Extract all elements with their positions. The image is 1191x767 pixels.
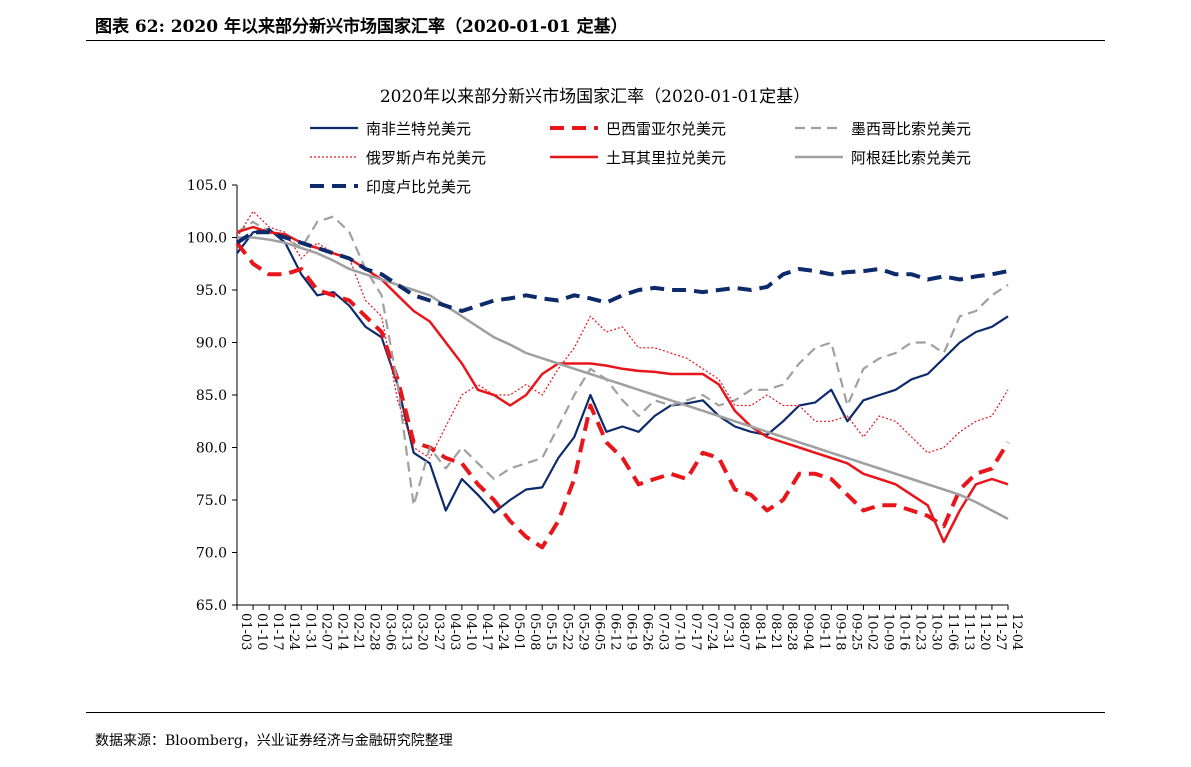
header-rule (86, 40, 1105, 41)
y-tick-label: 85.0 (196, 388, 227, 404)
x-tick-label: 02-14 (334, 613, 349, 650)
legend-label-1: 巴西雷亚尔兑美元 (606, 120, 726, 138)
legend-label-6: 印度卢比兑美元 (366, 178, 471, 196)
legend-label-4: 土耳其里拉兑美元 (606, 149, 726, 167)
y-tick-label: 80.0 (196, 441, 227, 457)
x-tick-label: 02-07 (318, 613, 333, 650)
y-tick-label: 65.0 (196, 598, 227, 614)
x-tick-label: 10-02 (864, 613, 879, 650)
x-tick-label: 05-15 (543, 613, 558, 650)
source-note: 数据来源：Bloomberg，兴业证券经济与金融研究院整理 (95, 733, 453, 749)
x-tick-label: 03-27 (431, 613, 446, 650)
x-tick-label: 11-20 (977, 613, 992, 650)
legend-label-2: 墨西哥比索兑美元 (851, 120, 971, 138)
x-tick-label: 05-29 (575, 613, 590, 650)
x-tick-label: 11-27 (993, 613, 1008, 650)
x-tick-label: 11-13 (961, 613, 976, 650)
x-tick-label: 03-20 (415, 613, 430, 650)
legend-label-3: 俄罗斯卢布兑美元 (366, 149, 486, 167)
x-tick-label: 10-09 (881, 613, 896, 650)
x-tick-label: 10-16 (897, 613, 912, 650)
x-tick-label: 08-07 (736, 613, 751, 650)
y-axis: 65.0 70.0 75.0 80.0 85.0 90.0 95.0 100.0 105.0 (187, 178, 238, 614)
x-tick-label: 07-31 (720, 613, 735, 650)
legend-label-0: 南非兰特兑美元 (366, 120, 471, 138)
y-tick-label: 95.0 (196, 283, 227, 299)
legend-label-5: 阿根廷比索兑美元 (851, 149, 971, 167)
x-tick-label: 08-14 (752, 613, 767, 650)
x-tick-label: 04-24 (495, 613, 510, 650)
x-tick-label: 09-18 (832, 613, 847, 650)
x-tick-label: 06-05 (591, 613, 606, 650)
footer-rule (86, 712, 1105, 713)
x-tick-label: 05-08 (527, 613, 542, 650)
series-line-3 (236, 210, 1009, 459)
series-line-6 (235, 230, 1009, 313)
y-tick-label: 105.0 (187, 178, 227, 194)
y-tick-label: 100.0 (187, 231, 227, 247)
x-tick-label: 01-17 (270, 613, 285, 650)
x-tick-label: 03-13 (399, 613, 414, 650)
series-lines (235, 210, 1010, 550)
chart-title: 2020年以来部分新兴市场国家汇率（2020-01-01定基） (380, 87, 810, 107)
x-tick-label: 10-30 (929, 613, 944, 650)
series-line-5 (237, 236, 1009, 521)
x-tick-label: 09-04 (800, 613, 815, 650)
y-tick-label: 75.0 (196, 493, 227, 509)
y-tick-label: 70.0 (196, 546, 227, 562)
y-tick-label: 90.0 (196, 336, 227, 352)
x-tick-label: 02-21 (350, 613, 365, 650)
x-tick-label: 07-24 (704, 613, 719, 650)
series-line-0 (236, 228, 1009, 514)
x-tick-label: 08-21 (768, 613, 783, 650)
x-tick-label: 06-12 (607, 613, 622, 650)
x-tick-label: 09-25 (848, 613, 863, 650)
x-axis: 01-03 01-10 01-17 01-24 01-31 02-07 02-14 02-21… (236, 604, 1024, 650)
x-tick-label: 01-10 (254, 613, 269, 650)
series-line-1 (235, 241, 1010, 550)
x-tick-label: 05-01 (511, 613, 526, 650)
x-tick-label: 12-04 (1009, 613, 1024, 650)
x-tick-label: 06-19 (624, 613, 639, 650)
x-tick-label: 01-03 (238, 613, 253, 650)
x-tick-label: 04-17 (479, 613, 494, 650)
x-tick-label: 02-28 (367, 613, 382, 650)
x-tick-label: 08-28 (784, 613, 799, 650)
x-tick-label: 07-03 (656, 613, 671, 650)
x-tick-label: 04-10 (463, 613, 478, 650)
x-tick-label: 01-31 (302, 613, 317, 650)
x-tick-label: 03-06 (383, 613, 398, 650)
x-tick-label: 04-03 (447, 613, 462, 650)
x-tick-label: 11-06 (945, 613, 960, 650)
x-tick-label: 09-11 (816, 613, 831, 650)
x-tick-label: 07-10 (672, 613, 687, 650)
x-tick-label: 06-26 (640, 613, 655, 650)
x-tick-label: 10-23 (913, 613, 928, 650)
x-tick-label: 07-17 (688, 613, 703, 650)
x-tick-label: 05-22 (559, 613, 574, 650)
figure-header: 图表 62: 2020 年以来部分新兴市场国家汇率（2020-01-01 定基） (95, 17, 628, 37)
x-tick-label: 01-24 (286, 613, 301, 650)
